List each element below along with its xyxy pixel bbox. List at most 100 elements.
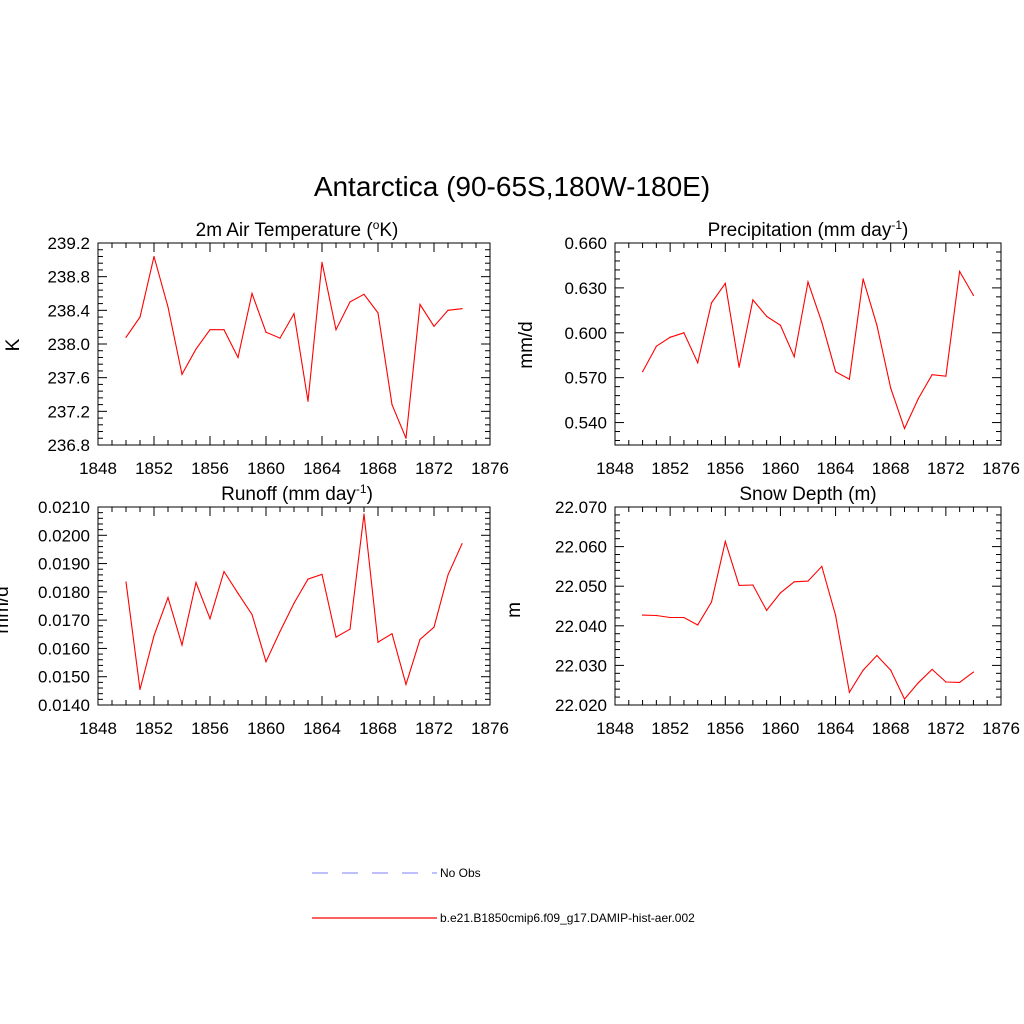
x-tick-label: 1856: [191, 719, 229, 738]
data-point: [265, 331, 267, 333]
data-point: [931, 374, 933, 376]
data-point: [209, 329, 211, 331]
panel-precipitation: Precipitation (mm day-1) mm/d 1848 1852 18…: [516, 218, 1020, 478]
x-tick-label: 1856: [191, 459, 229, 478]
data-point: [405, 437, 407, 439]
data-point: [752, 299, 754, 301]
data-point: [251, 613, 253, 616]
data-point: [834, 371, 837, 373]
data-point: [153, 255, 155, 258]
data-point: [655, 345, 657, 347]
x-tick-label: 1868: [359, 719, 397, 738]
panel-runoff: Runoff (mm day-1) mm/d 1848 1852 1856 1860 1…: [0, 482, 509, 738]
data-point: [181, 644, 183, 646]
y-tick-label: 0.0150: [38, 668, 90, 687]
data-point: [293, 313, 295, 315]
data-point: [223, 570, 225, 573]
data-point: [419, 303, 421, 306]
y-tick-label: 238.4: [47, 301, 90, 320]
data-point: [821, 321, 823, 323]
data-point: [335, 329, 337, 331]
data-point: [862, 669, 864, 671]
x-tick-label: 1860: [247, 459, 285, 478]
x-tick-label: 1864: [817, 719, 855, 738]
data-point: [945, 375, 947, 377]
data-point: [237, 592, 239, 594]
data-point: [349, 301, 351, 303]
y-tick-label: 0.0160: [38, 639, 90, 658]
panel-air-temperature: 2m Air Temperature (oK) K 1848 1852 1856 18…: [3, 218, 509, 478]
panel-title-snow-depth: Snow Depth (m): [739, 484, 876, 505]
x-tick-label: 1876: [982, 719, 1020, 738]
data-point: [766, 315, 768, 317]
data-point: [139, 688, 141, 691]
y-tick-label: 22.070: [555, 498, 607, 517]
data-point: [972, 294, 975, 296]
data-point: [321, 261, 323, 263]
y-tick-label: 0.0140: [38, 696, 90, 715]
x-tick-label: 1848: [79, 719, 117, 738]
data-point: [807, 580, 809, 582]
y-tick-label: 239.2: [47, 234, 90, 253]
y-tick-label: 237.2: [47, 402, 90, 421]
data-point: [669, 616, 671, 619]
y-tick-label: 0.0170: [38, 611, 90, 630]
data-point: [972, 671, 975, 673]
plot-area-runoff: 1848 1852 1856 1860 1864 1868 1872 1876 0.0140 0.…: [38, 498, 509, 738]
plot-frame: [97, 242, 491, 446]
plot-frame: [614, 242, 1002, 446]
data-point: [738, 366, 740, 368]
superscript: o: [373, 218, 380, 232]
data-point: [265, 661, 267, 663]
data-point: [321, 573, 323, 575]
plot-frame: [614, 506, 1002, 706]
x-tick-label: 1852: [651, 719, 689, 738]
data-point: [848, 691, 850, 693]
x-tick-label: 1868: [359, 459, 397, 478]
plot-area-precipitation: 1848 1852 1856 1860 1864 1868 1872 1876 0.540 0.5…: [564, 234, 1019, 478]
data-point: [738, 584, 740, 587]
data-point: [710, 302, 713, 304]
y-axis-label-air-temperature: K: [3, 338, 24, 351]
x-tick-label: 1856: [706, 719, 744, 738]
y-tick-label: 22.020: [555, 696, 607, 715]
x-tick-label: 1872: [927, 459, 965, 478]
x-tick-label: 1872: [415, 719, 453, 738]
data-point: [793, 356, 795, 358]
x-tick-label: 1860: [762, 719, 800, 738]
data-point: [834, 614, 837, 617]
data-point: [697, 624, 699, 626]
series-line: [642, 539, 974, 701]
data-point: [807, 281, 809, 283]
data-point: [125, 336, 127, 338]
x-tick-label: 1876: [982, 459, 1020, 478]
panel-title-precipitation: Precipitation (mm day-1): [708, 218, 909, 241]
plot-area-air-temperature: 1848 1852 1856 1860 1864 1868 1872 1876 236.8 237…: [47, 234, 508, 478]
series-line: [642, 269, 974, 430]
y-tick-label: 236.8: [47, 436, 90, 455]
y-tick-label: 22.030: [555, 656, 607, 675]
data-point: [293, 602, 295, 604]
data-point: [377, 641, 379, 643]
y-tick-label: 0.0190: [38, 555, 90, 574]
x-tick-label: 1868: [872, 719, 910, 738]
plot-area-snow-depth: 1848 1852 1856 1860 1864 1868 1872 1876 22.020 22…: [555, 498, 1020, 738]
data-point: [279, 337, 281, 339]
data-point: [724, 540, 726, 543]
y-tick-label: 0.570: [564, 369, 607, 388]
y-tick-label: 0.540: [564, 414, 607, 433]
data-point: [917, 398, 919, 400]
figure-title: Antarctica (90-65S,180W-180E): [314, 171, 710, 202]
panel-title-air-temperature: 2m Air Temperature (oK): [196, 218, 399, 241]
data-point: [335, 636, 337, 638]
data-point: [237, 356, 239, 359]
data-point: [447, 574, 449, 576]
data-point: [307, 400, 309, 402]
x-tick-label: 1876: [471, 719, 509, 738]
data-point: [655, 614, 657, 617]
data-point: [223, 329, 225, 331]
data-point: [793, 581, 795, 583]
x-tick-label: 1852: [651, 459, 689, 478]
data-point: [391, 404, 393, 406]
y-tick-label: 0.600: [564, 324, 607, 343]
